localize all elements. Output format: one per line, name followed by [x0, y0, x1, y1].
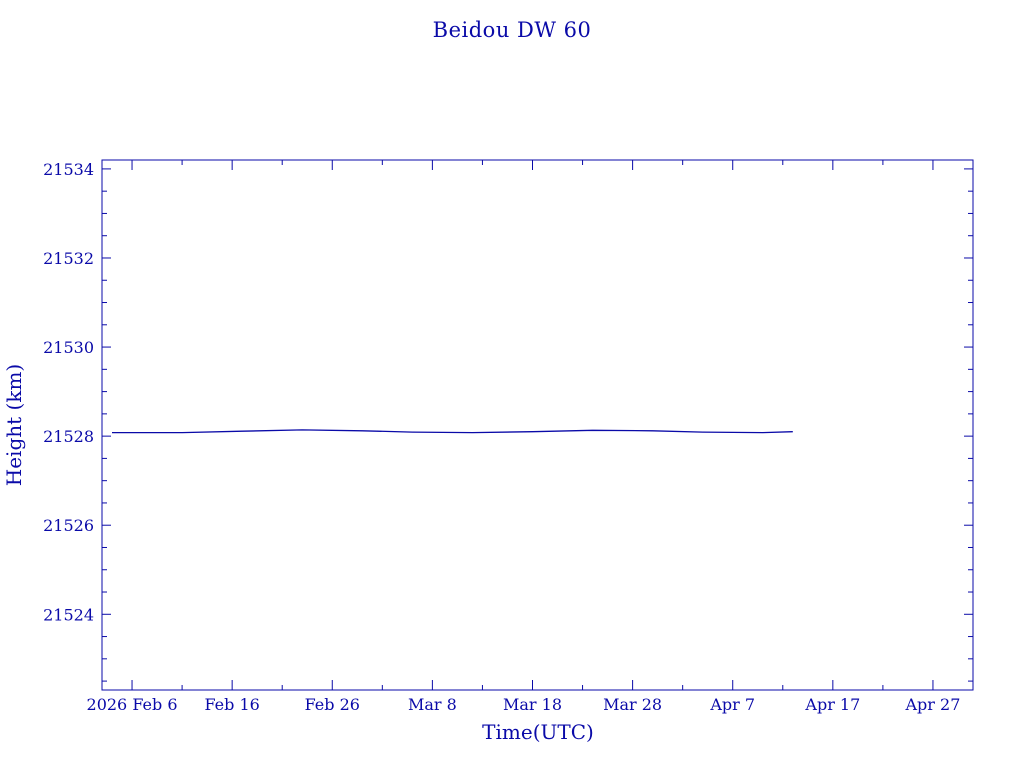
y-tick-label: 21534 — [43, 160, 94, 179]
x-tick-label: Apr 7 — [709, 695, 755, 714]
plot-series — [112, 429, 793, 434]
x-tick-label: 2026 Feb 6 — [87, 695, 178, 714]
x-tick-label: Mar 18 — [503, 695, 562, 714]
y-tick-label: 21526 — [43, 516, 94, 535]
chart-title: Beidou DW 60 — [433, 18, 592, 42]
x-tick-label: Mar 28 — [603, 695, 662, 714]
y-tick-label: 21530 — [43, 338, 94, 357]
y-tick-label: 21532 — [43, 249, 94, 268]
x-tick-label: Feb 16 — [204, 695, 259, 714]
x-axis-title: Time(UTC) — [482, 720, 594, 744]
x-tick-label: Apr 17 — [804, 695, 860, 714]
y-axis-title: Height (km) — [2, 364, 26, 486]
x-tick-label: Feb 26 — [305, 695, 360, 714]
y-axis: 21524 21526 21528 21530 21532 21534 — [43, 160, 973, 682]
x-axis: 2026 Feb 6 Feb 16 Feb 26 Mar 8 Mar 18 Mar 28 A… — [87, 160, 961, 714]
plot-frame — [101, 159, 974, 691]
y-tick-label: 21524 — [43, 605, 94, 624]
height-series-line — [112, 429, 793, 434]
x-tick-label: Mar 8 — [408, 695, 457, 714]
x-tick-label: Apr 27 — [905, 695, 961, 714]
y-tick-label: 21528 — [43, 427, 94, 446]
